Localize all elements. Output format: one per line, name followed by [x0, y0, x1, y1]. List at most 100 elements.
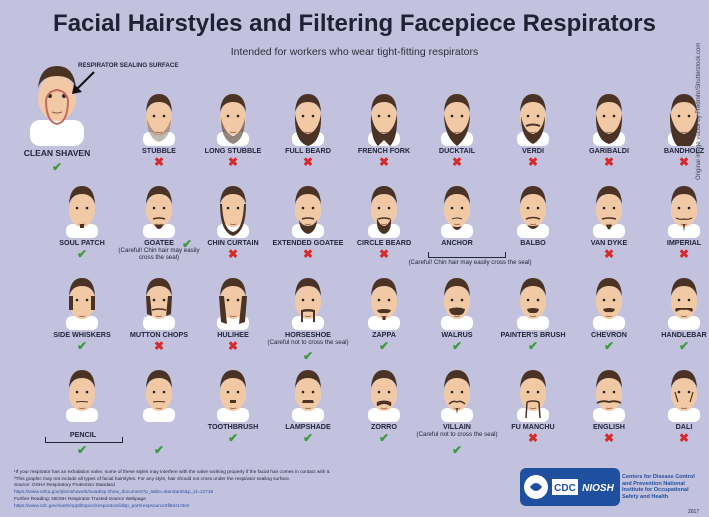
cross-icon: ✖ — [527, 155, 539, 169]
zorro-face — [366, 364, 402, 422]
extended-goatee-face — [290, 180, 326, 238]
agency-name: Centers for Disease Control and Preventi… — [622, 474, 695, 500]
imperial-face — [666, 180, 702, 238]
style-horseshoe: HORSESHOE (Careful not to cross the seal)… — [267, 272, 349, 362]
cross-icon: ✖ — [227, 339, 239, 353]
mutton-chops-face — [141, 272, 177, 330]
style-extended-goatee: EXTENDED GOATEE ✖ — [268, 180, 348, 270]
pencil-bracket — [45, 437, 123, 443]
check-icon: ✔ — [153, 443, 165, 457]
goatee-note: (Careful! Chin hair may easily cross the… — [118, 247, 200, 262]
style-zappa: ZAPPA ✔ — [344, 272, 424, 362]
extended-goatee-label: EXTENDED GOATEE — [272, 238, 344, 247]
horseshoe-label: HORSESHOE — [285, 330, 331, 339]
check-icon: ✔ — [603, 339, 615, 353]
style-garibaldi: GARIBALDI ✖ — [569, 88, 649, 178]
verdi-label: VERDI — [522, 146, 544, 155]
balbo-face — [515, 180, 551, 238]
cross-icon: ✖ — [603, 155, 615, 169]
cross-icon: ✖ — [378, 247, 390, 261]
stubble-label: STUBBLE — [142, 146, 176, 155]
walrus-label: WALRUS — [441, 330, 473, 339]
cross-icon: ✖ — [302, 247, 314, 261]
soul-patch-label: SOUL PATCH — [59, 238, 105, 247]
style-fu-manchu: FU MANCHU ✖ — [493, 364, 573, 454]
cross-icon: ✖ — [678, 155, 690, 169]
lampshade-face — [290, 364, 326, 422]
side-whiskers-face — [64, 272, 100, 330]
niosh-link[interactable]: https://www.cdc.gov/niosh/npptl/topics/r… — [14, 503, 190, 509]
osha-link[interactable]: https://www.osha.gov/pls/oshaweb/owadisp… — [14, 490, 214, 496]
clean-shaven-label: CLEAN SHAVEN — [23, 148, 91, 158]
bandholz-face — [666, 88, 702, 150]
painters-brush-face — [515, 272, 551, 330]
full-beard-face — [290, 88, 326, 146]
sealing-arrow-icon — [72, 71, 95, 94]
anchor-face — [439, 180, 475, 238]
style-painters-brush: PAINTER'S BRUSH ✔ — [493, 272, 573, 362]
style-stubble: STUBBLE ✖ — [119, 88, 199, 178]
check-icon: ✔ — [451, 443, 463, 457]
style-chin-curtain: CHIN CURTAIN ✖ — [193, 180, 273, 270]
fu-manchu-label: FU MANCHU — [511, 422, 555, 431]
pencil-1-face — [64, 364, 100, 422]
english-label: ENGLISH — [593, 422, 625, 431]
ducktail-label: DUCKTAIL — [438, 146, 476, 155]
style-bandholz: BANDHOLZ ✖ — [644, 88, 709, 178]
cross-icon: ✖ — [227, 247, 239, 261]
zappa-face — [366, 272, 402, 330]
style-handlebar: HANDLEBAR ✔ — [644, 272, 709, 362]
walrus-face — [439, 272, 475, 330]
dali-face — [666, 364, 702, 422]
toothbrush-label: TOOTHBRUSH — [207, 422, 259, 431]
check-icon: ✔ — [76, 247, 88, 261]
anchor-balbo-note: (Careful! Chin hair may easily cross the… — [408, 259, 532, 266]
cross-icon: ✖ — [603, 431, 615, 445]
soul-patch-face — [64, 180, 100, 238]
cross-icon: ✖ — [378, 155, 390, 169]
van-dyke-face — [591, 180, 627, 238]
villain-note: (Careful not to cross the seal) — [416, 431, 498, 438]
style-french-fork: FRENCH FORK ✖ — [344, 88, 424, 178]
chin-curtain-face — [215, 180, 251, 238]
pencil-2-face — [141, 364, 177, 422]
fu-manchu-face — [515, 364, 551, 422]
ducktail-face — [439, 88, 475, 146]
toothbrush-face — [215, 364, 251, 422]
check-icon: ✔ — [51, 160, 63, 174]
check-icon: ✔ — [76, 443, 88, 457]
style-pencil-1: ✔ — [42, 364, 122, 457]
style-toothbrush: TOOTHBRUSH ✔ — [193, 364, 273, 454]
style-full-beard: FULL BEARD ✖ — [268, 88, 348, 178]
anchor-balbo-bracket — [428, 252, 506, 258]
style-zorro: ZORRO ✔ — [344, 364, 424, 454]
handlebar-face — [666, 272, 702, 330]
dali-label: DALI — [675, 422, 693, 431]
goatee-label: GOATEE — [144, 238, 174, 247]
style-imperial: IMPERIAL ✖ — [644, 180, 709, 270]
mutton-chops-label: MUTTON CHOPS — [129, 330, 189, 339]
goatee-face — [141, 180, 177, 238]
check-icon: ✔ — [302, 431, 314, 445]
year: 2017 — [688, 509, 700, 515]
check-icon: ✔ — [181, 237, 193, 251]
french-fork-label: FRENCH FORK — [357, 146, 411, 155]
cross-icon: ✖ — [451, 155, 463, 169]
lampshade-label: LAMPSHADE — [285, 422, 331, 431]
style-lampshade: LAMPSHADE ✔ — [268, 364, 348, 454]
check-icon: ✔ — [451, 339, 463, 353]
horseshoe-face — [290, 272, 326, 330]
zorro-label: ZORRO — [371, 422, 397, 431]
long-stubble-face — [215, 88, 251, 146]
stubble-face — [141, 88, 177, 146]
verdi-face — [515, 88, 551, 146]
check-icon: ✔ — [76, 339, 88, 353]
style-side-whiskers: SIDE WHISKERS ✔ — [42, 272, 122, 362]
cross-icon: ✖ — [603, 247, 615, 261]
french-fork-face — [366, 88, 402, 146]
style-anchor: ANCHOR — [417, 180, 497, 270]
handlebar-label: HANDLEBAR — [661, 330, 707, 339]
balbo-label: BALBO — [520, 238, 546, 247]
style-soul-patch: SOUL PATCH ✔ — [42, 180, 122, 270]
